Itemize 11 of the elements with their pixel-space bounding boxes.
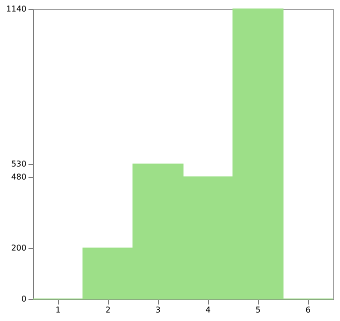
x-tick-label: 5 — [255, 306, 261, 314]
y-tick-label: 530 — [11, 160, 26, 169]
y-tick-label: 480 — [11, 172, 26, 182]
x-tick-label: 1 — [55, 306, 61, 314]
x-tick-label: 2 — [105, 306, 111, 314]
x-tick-label: 4 — [205, 306, 211, 314]
y-tick-label: 0 — [21, 294, 26, 304]
x-tick-label: 3 — [155, 306, 161, 314]
y-tick-label: 200 — [11, 244, 26, 253]
x-tick-label: 6 — [305, 306, 311, 314]
y-tick-label: 1140 — [6, 4, 26, 14]
